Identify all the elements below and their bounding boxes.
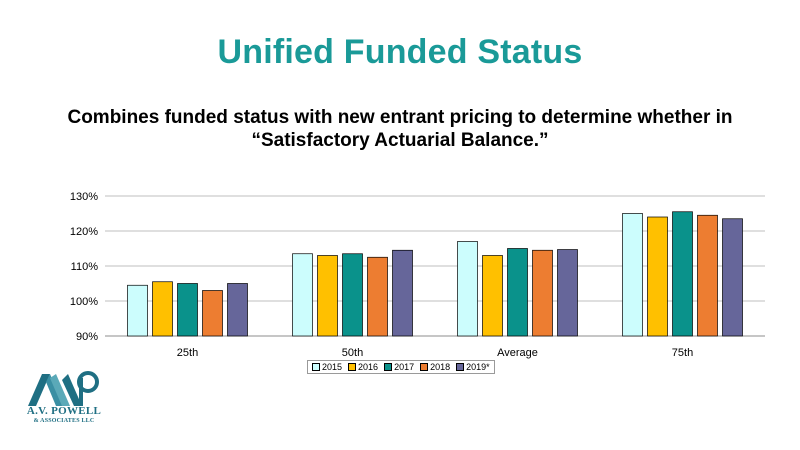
- legend-item: 2018: [420, 362, 450, 372]
- slide-title: Unified Funded Status: [217, 33, 583, 71]
- bar-25th-2016: [152, 281, 173, 337]
- bar-chart: 90% 100% 110% 120% 130% 25th 50th Average 75th: [70, 191, 765, 359]
- x-tick-label: Average: [497, 347, 538, 359]
- y-tick-label: 90%: [76, 331, 98, 343]
- bar-25th-2019: [227, 283, 248, 337]
- legend-swatch: [420, 363, 429, 371]
- bar-50th-2017: [342, 253, 363, 337]
- y-tick-label: 130%: [70, 191, 98, 203]
- legend-label: 2015: [322, 362, 343, 372]
- y-tick-label: 100%: [70, 296, 98, 308]
- legend-item: 2015: [312, 362, 342, 372]
- bar-50th-2015: [292, 253, 313, 337]
- bar-50th-2018: [367, 256, 388, 337]
- slide-subtitle: Combines funded status with new entrant …: [67, 107, 733, 151]
- bar-average-2016: [482, 255, 503, 337]
- logo-subtitle: & ASSOCIATES LLC: [33, 418, 95, 424]
- y-tick-label: 110%: [71, 261, 99, 273]
- bar-average-2015: [457, 241, 478, 337]
- bar-50th-2016: [317, 255, 338, 337]
- x-tick-label: 25th: [177, 347, 198, 359]
- legend-swatch: [384, 363, 393, 371]
- bar-75th-2018: [697, 214, 718, 337]
- legend-label: 2017: [394, 362, 415, 372]
- bar-average-2017: [507, 248, 528, 337]
- y-tick-label: 120%: [70, 226, 98, 238]
- bar-75th-2019: [722, 218, 743, 337]
- bar-25th-2017: [177, 283, 198, 337]
- bar-75th-2017: [672, 211, 693, 337]
- legend-label: 2019*: [466, 362, 490, 372]
- bar-25th-2015: [127, 284, 148, 337]
- legend-swatch: [312, 363, 320, 371]
- bar-average-2019: [557, 249, 578, 337]
- x-tick-label: 75th: [672, 347, 693, 359]
- logo-name: A.V. POWELL: [26, 405, 102, 417]
- bar-25th-2018: [202, 290, 223, 337]
- legend-swatch: [456, 363, 465, 371]
- company-logo: [28, 371, 99, 406]
- legend-item: 2019*: [456, 362, 490, 372]
- bar-75th-2015: [622, 213, 643, 337]
- legend-label: 2016: [358, 362, 379, 372]
- chart-legend: 2015 2016 2017 2018 2019*: [307, 360, 495, 374]
- bar-average-2018: [532, 249, 553, 337]
- legend-swatch: [348, 363, 357, 371]
- legend-item: 2017: [384, 362, 414, 372]
- legend-item: 2016: [348, 362, 378, 372]
- legend-label: 2018: [430, 362, 451, 372]
- bar-75th-2016: [647, 216, 668, 337]
- bar-50th-2019: [392, 249, 413, 337]
- x-tick-label: 50th: [342, 347, 363, 359]
